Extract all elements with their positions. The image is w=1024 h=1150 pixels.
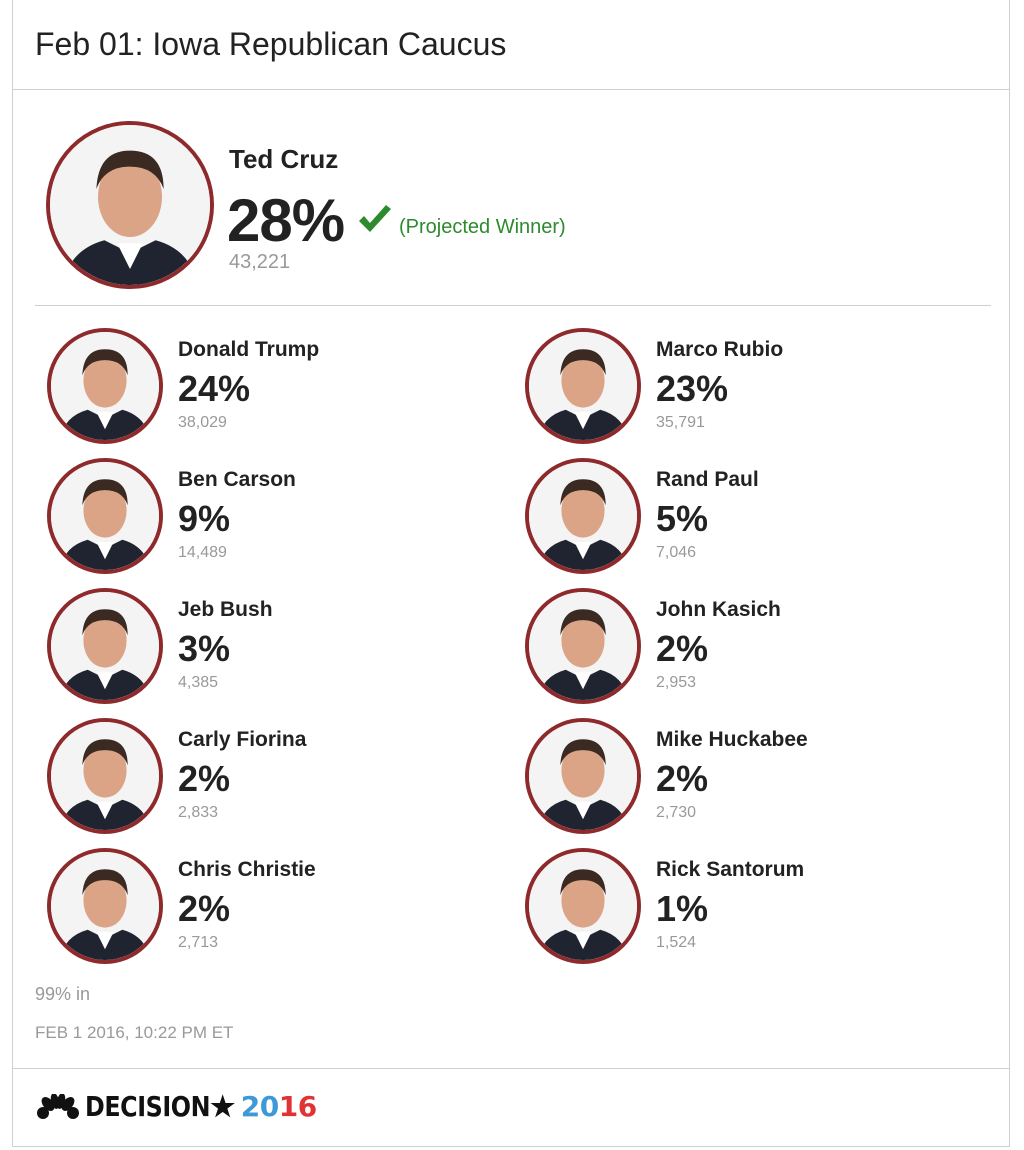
candidate-votes: 2,730 [656, 804, 697, 821]
candidate-pct: 2% [178, 888, 231, 929]
portrait-image [51, 332, 159, 440]
candidate-pct: 2% [656, 628, 709, 669]
candidate-row: Carly Fiorina 2% 2,833 [13, 718, 483, 838]
winner-name: Ted Cruz [229, 144, 339, 174]
divider [35, 305, 991, 306]
candidate-votes: 35,791 [656, 414, 705, 431]
candidate-pct: 23% [656, 368, 729, 409]
candidate-name: Ben Carson [178, 468, 296, 491]
candidate-votes: 2,833 [178, 804, 219, 821]
candidate-pct: 9% [178, 498, 231, 539]
reporting-status: 99% in [35, 984, 91, 1004]
portrait-image [529, 592, 637, 700]
winner-photo [46, 121, 214, 289]
candidate-name: Carly Fiorina [178, 728, 307, 751]
candidate-name: Donald Trump [178, 338, 320, 361]
projected-winner-label: (Projected Winner) [399, 216, 566, 238]
candidate-votes: 1,524 [656, 934, 697, 951]
candidate-row: Ben Carson 9% 14,489 [13, 458, 483, 578]
candidate-row: Chris Christie 2% 2,713 [13, 848, 483, 968]
candidate-pct: 2% [178, 758, 231, 799]
portrait-image [51, 592, 159, 700]
logo-year-a: 20 [240, 1090, 279, 1123]
candidate-photo [47, 718, 163, 834]
candidate-photo [525, 458, 641, 574]
candidate-name: Jeb Bush [178, 598, 273, 621]
candidate-row: Rick Santorum 1% 1,524 [491, 848, 961, 968]
candidate-pct: 3% [178, 628, 231, 669]
portrait-image [529, 332, 637, 440]
candidate-photo [525, 328, 641, 444]
check-icon [359, 205, 391, 232]
portrait-image [51, 722, 159, 830]
page-title: Feb 01: Iowa Republican Caucus [35, 26, 507, 62]
candidate-row: Rand Paul 5% 7,046 [491, 458, 961, 578]
candidate-name: Mike Huckabee [656, 728, 808, 751]
candidate-name: Rick Santorum [656, 858, 805, 881]
logo-year-b: 16 [278, 1090, 317, 1123]
portrait-image [529, 462, 637, 570]
candidate-name: Marco Rubio [656, 338, 784, 361]
candidate-row: Mike Huckabee 2% 2,730 [491, 718, 961, 838]
candidate-photo [47, 588, 163, 704]
winner-pct: 28% [227, 187, 345, 254]
decision-2016-logo: DECISION ★ 20 16 [37, 1090, 317, 1123]
candidate-votes: 4,385 [178, 674, 219, 691]
winner-votes: 43,221 [229, 251, 291, 273]
candidate-photo [47, 848, 163, 964]
candidate-row: Donald Trump 24% 38,029 [13, 328, 483, 448]
candidate-name: Rand Paul [656, 468, 759, 491]
logo-word: DECISION [85, 1090, 211, 1123]
candidate-pct: 5% [656, 498, 709, 539]
candidate-row: Marco Rubio 23% 35,791 [491, 328, 961, 448]
candidate-pct: 2% [656, 758, 709, 799]
portrait-image [529, 722, 637, 830]
candidate-photo [525, 588, 641, 704]
candidate-pct: 24% [178, 368, 251, 409]
candidate-row: Jeb Bush 3% 4,385 [13, 588, 483, 708]
candidate-photo [47, 458, 163, 574]
candidate-row: John Kasich 2% 2,953 [491, 588, 961, 708]
results-card: Feb 01: Iowa Republican Caucus Ted Cruz … [12, 0, 1010, 1147]
candidate-pct: 1% [656, 888, 709, 929]
portrait-image [529, 852, 637, 960]
divider [13, 1068, 1009, 1069]
candidate-votes: 38,029 [178, 414, 227, 431]
candidate-votes: 2,713 [178, 934, 219, 951]
portrait-image [51, 852, 159, 960]
candidate-photo [525, 848, 641, 964]
star-icon: ★ [210, 1091, 235, 1122]
portrait-image [50, 125, 210, 285]
peacock-icon [37, 1093, 79, 1119]
candidate-name: Chris Christie [178, 858, 316, 881]
candidate-votes: 14,489 [178, 544, 227, 561]
timestamp: FEB 1 2016, 10:22 PM ET [35, 1023, 234, 1042]
candidate-photo [525, 718, 641, 834]
header: Feb 01: Iowa Republican Caucus [13, 0, 1009, 90]
portrait-image [51, 462, 159, 570]
candidate-votes: 7,046 [656, 544, 697, 561]
candidate-name: John Kasich [656, 598, 781, 621]
candidate-votes: 2,953 [656, 674, 697, 691]
candidate-photo [47, 328, 163, 444]
